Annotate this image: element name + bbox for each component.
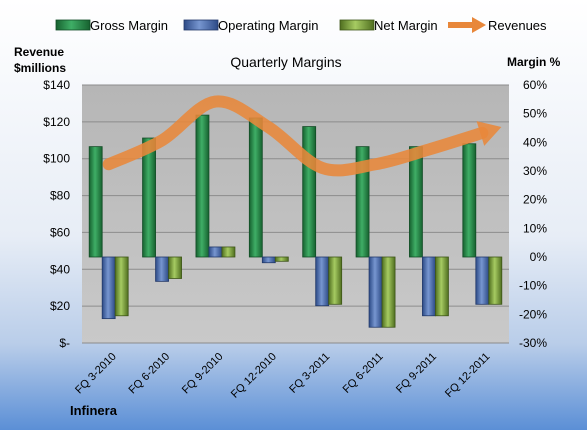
right-axis-ticks: -30% -20% -10% 0% 10% 20% 30% 40% 50% 60% [519, 78, 547, 350]
left-axis-title-line1: Revenue [14, 45, 64, 59]
gross-margin-bar [248, 117, 263, 258]
right-tick-label: 40% [523, 135, 547, 149]
footer-label: Infinera [70, 403, 118, 418]
operating-margin-bar [315, 256, 330, 307]
operating-margin-bar [155, 256, 169, 282]
right-tick-label: 20% [523, 193, 547, 207]
net-margin-bar [168, 256, 182, 279]
net-margin-bar [328, 256, 343, 305]
right-tick-label: 0% [530, 250, 548, 264]
legend-swatch-gross-margin [55, 19, 91, 31]
gross-margin-bar [409, 146, 423, 258]
right-tick-label: 10% [523, 221, 547, 235]
operating-margin-bar [368, 256, 383, 328]
legend-swatch-revenues-arrowhead [472, 17, 486, 33]
legend-label-revenues: Revenues [488, 18, 547, 33]
left-tick-label: $60 [50, 225, 70, 239]
net-margin-bar [114, 256, 129, 317]
left-axis-title-line2: $millions [14, 61, 66, 75]
operating-margin-bar [422, 256, 436, 317]
legend: Gross Margin Operating Margin Net Margin… [55, 17, 547, 33]
right-axis-title: Margin % [507, 55, 561, 69]
legend-swatch-operating-margin [183, 19, 219, 31]
legend-label-net-margin: Net Margin [374, 18, 438, 33]
right-tick-label: -20% [519, 307, 547, 321]
gross-margin-bar [88, 146, 103, 258]
chart-title: Quarterly Margins [230, 54, 341, 70]
revenue-line [102, 95, 502, 177]
revenue-line-arrowhead [476, 121, 502, 146]
operating-margin-bar [261, 256, 276, 264]
left-tick-label: $- [59, 336, 70, 350]
operating-margin-bar [101, 256, 116, 320]
legend-label-operating-margin: Operating Margin [218, 18, 318, 33]
gross-margin-bar [355, 146, 370, 258]
gross-margin-bar [195, 114, 210, 258]
net-margin-bar [274, 256, 289, 262]
operating-margin-bar [475, 256, 490, 305]
left-tick-label: $80 [50, 189, 70, 203]
legend-swatch-net-margin [339, 19, 375, 31]
gross-margin-bar [462, 143, 477, 258]
left-tick-label: $40 [50, 262, 70, 276]
legend-label-gross-margin: Gross Margin [90, 18, 168, 33]
net-margin-bar [381, 256, 396, 328]
revenue-line-path [102, 95, 489, 177]
net-margin-bar [221, 246, 236, 258]
bars [88, 114, 503, 328]
right-tick-label: 60% [523, 78, 547, 92]
right-tick-label: 30% [523, 164, 547, 178]
net-margin-bar [488, 256, 503, 305]
left-tick-label: $20 [50, 299, 70, 313]
right-tick-label: -10% [519, 279, 547, 293]
right-tick-label: -30% [519, 336, 547, 350]
operating-margin-bar [208, 246, 223, 258]
left-tick-label: $120 [43, 115, 70, 129]
right-tick-label: 50% [523, 107, 547, 121]
net-margin-bar [435, 256, 449, 317]
gross-margin-bar [142, 137, 156, 258]
left-tick-label: $100 [43, 152, 70, 166]
left-axis-ticks: $- $20 $40 $60 $80 $100 $120 $140 [43, 78, 70, 350]
left-tick-label: $140 [43, 78, 70, 92]
gross-margin-bar [302, 126, 317, 258]
